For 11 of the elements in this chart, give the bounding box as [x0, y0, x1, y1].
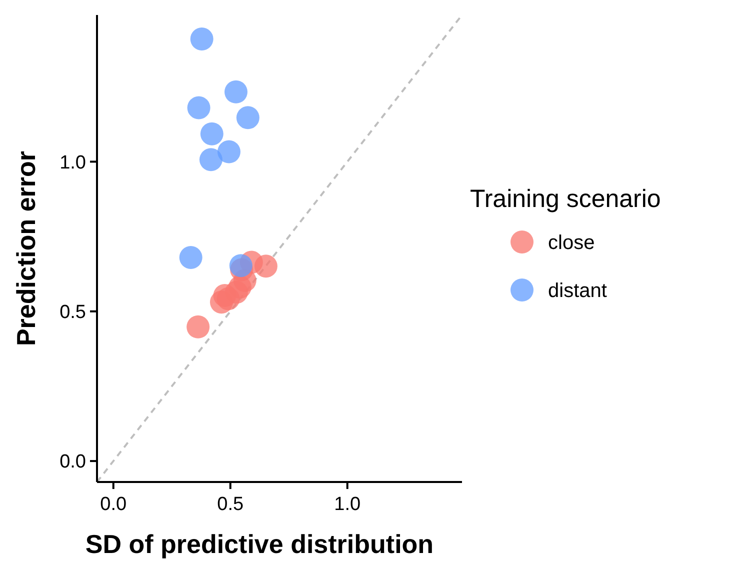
y-axis-title: Prediction error [11, 150, 41, 346]
x-axis-title: SD of predictive distribution [85, 529, 434, 559]
x-tick-label: 0.0 [100, 494, 127, 515]
y-tick-label: 1.0 [60, 152, 86, 174]
x-tick-label: 0.5 [217, 494, 244, 515]
legend-label: close [548, 232, 595, 254]
legend-label: distant [548, 280, 608, 302]
x-tick-label: 1.0 [334, 494, 361, 515]
y-tick-label: 0.5 [60, 302, 86, 324]
y-tick-label: 0.0 [60, 452, 86, 473]
legend-title: Training scenario [470, 185, 661, 213]
